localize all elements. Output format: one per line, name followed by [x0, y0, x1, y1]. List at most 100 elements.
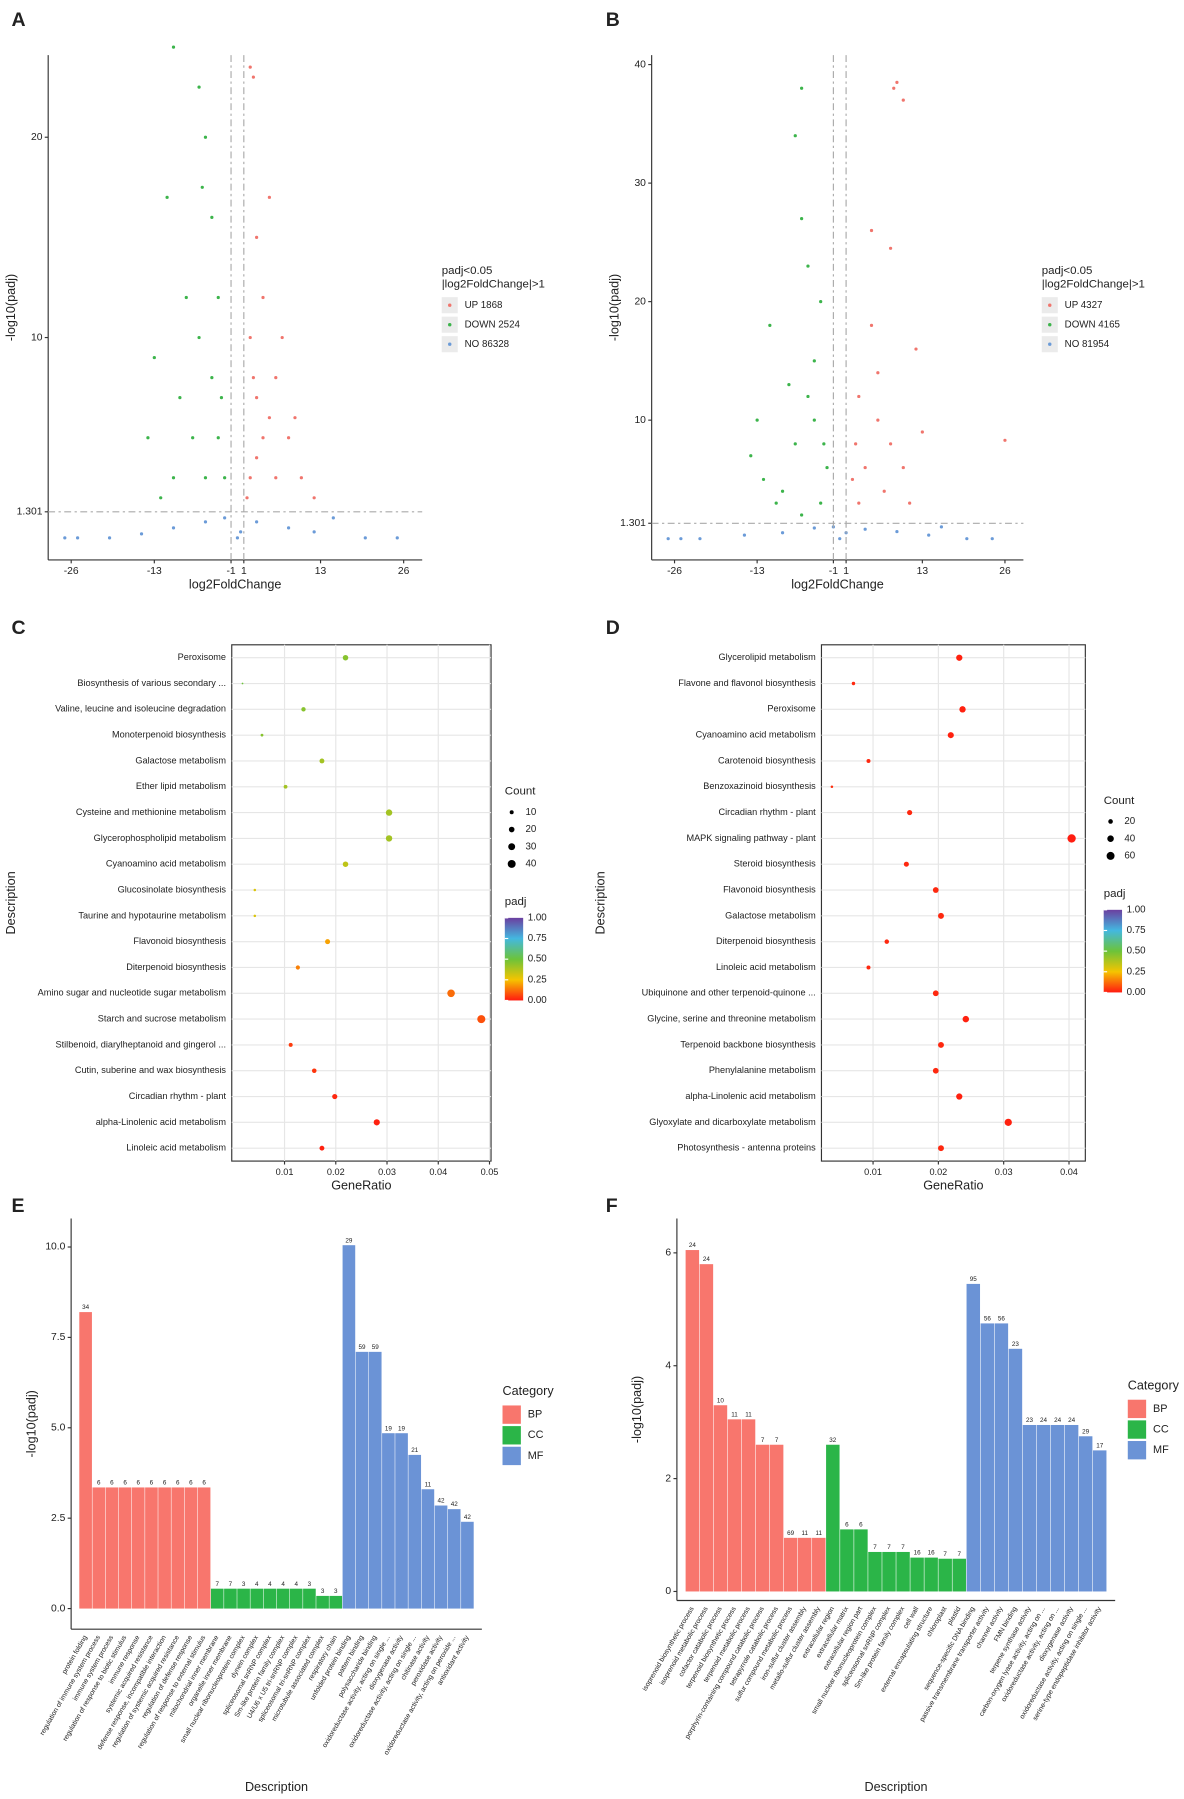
- y-tick-label: Terpenoid backbone biosynthesis: [680, 1039, 816, 1049]
- y-tick-label: alpha-Linolenic acid metabolism: [685, 1091, 816, 1101]
- point: [806, 394, 810, 399]
- bar-count-label: 6: [97, 1480, 101, 1487]
- legend-title: Count: [1104, 795, 1135, 807]
- legend-label: 10: [525, 807, 536, 818]
- bar: [197, 1487, 211, 1609]
- legend-dot: [448, 303, 452, 307]
- dot: [283, 784, 288, 789]
- point: [248, 476, 252, 480]
- point: [666, 537, 670, 541]
- point: [286, 436, 291, 440]
- dot: [866, 965, 871, 970]
- bar-count-label: 4: [281, 1581, 285, 1588]
- x-tick-label: 0.04: [429, 1167, 447, 1177]
- y-tick-label: 40: [634, 59, 646, 70]
- y-tick-label: MAPK signaling pathway - plant: [686, 833, 816, 843]
- point: [895, 80, 899, 84]
- y-tick-label: 4: [665, 1360, 671, 1371]
- y-axis-title: -log10(padj): [607, 274, 621, 341]
- dot: [295, 965, 300, 970]
- legend-key: [502, 1446, 521, 1466]
- bar-count-label: 7: [775, 1437, 779, 1444]
- bar: [699, 1264, 714, 1592]
- y-tick-label: Glucosinolate biosynthesis: [118, 884, 227, 894]
- dot: [1004, 1118, 1012, 1126]
- point: [152, 355, 156, 360]
- bar-count-label: 6: [163, 1480, 167, 1487]
- bar: [840, 1529, 854, 1592]
- y-tick-label: alpha-Linolenic acid metabolism: [96, 1117, 227, 1127]
- legend-label: CC: [528, 1429, 544, 1441]
- y-tick-label: Diterpenoid biosynthesis: [716, 936, 816, 946]
- point: [863, 527, 867, 531]
- y-tick-label: Cutin, suberine and wax biosynthesis: [75, 1065, 227, 1075]
- x-tick-label: serine-type endopeptidase inhibitor acti…: [1032, 1605, 1103, 1722]
- y-tick-label: Phenylalanine metabolism: [709, 1065, 816, 1075]
- colorbar-label: 0.00: [1127, 987, 1147, 998]
- bar: [184, 1487, 198, 1609]
- bar: [447, 1509, 461, 1609]
- point: [312, 530, 316, 534]
- bar: [952, 1558, 966, 1592]
- legend-size-dot: [1106, 851, 1115, 860]
- dot: [932, 1067, 939, 1074]
- point: [876, 418, 880, 422]
- x-axis-title: Description: [245, 1780, 308, 1794]
- bar-count-label: 7: [943, 1551, 947, 1558]
- x-tick-label: 0.01: [276, 1167, 294, 1177]
- point: [780, 531, 785, 535]
- legend-label: 20: [525, 824, 536, 835]
- point: [203, 476, 208, 480]
- dot: [385, 835, 393, 842]
- point: [812, 526, 816, 530]
- legend-key: [502, 1426, 521, 1445]
- legend-title: padj<0.05: [442, 265, 493, 277]
- point: [235, 536, 240, 540]
- legend-label: 40: [1124, 833, 1135, 844]
- bar: [171, 1487, 185, 1609]
- bar: [421, 1489, 435, 1609]
- point: [742, 533, 747, 537]
- point: [901, 98, 905, 102]
- bar-count-label: 24: [1054, 1417, 1062, 1424]
- y-tick-label: Valine, leucine and isoleucine degradati…: [55, 704, 226, 714]
- x-axis-title: GeneRatio: [923, 1179, 983, 1193]
- plot-background: [820, 644, 1086, 1162]
- point: [255, 235, 259, 239]
- point: [787, 382, 791, 387]
- y-tick-label: 10.0: [45, 1242, 65, 1253]
- bar: [882, 1551, 896, 1592]
- bar: [868, 1551, 882, 1592]
- panel-label: E: [11, 1195, 24, 1217]
- bar-count-label: 7: [957, 1551, 961, 1558]
- bar: [938, 1558, 952, 1592]
- point: [800, 217, 804, 221]
- bar: [966, 1283, 981, 1592]
- point: [267, 416, 272, 420]
- point: [191, 436, 195, 440]
- point: [850, 477, 855, 482]
- point: [219, 396, 224, 400]
- bar-count-label: 3: [334, 1588, 338, 1595]
- panel-label: A: [11, 9, 25, 31]
- point: [825, 465, 829, 470]
- colorbar-label: 0.50: [528, 954, 548, 965]
- point: [679, 537, 683, 541]
- bar-count-label: 7: [873, 1544, 877, 1551]
- dot: [447, 989, 455, 998]
- point: [819, 300, 823, 304]
- bar: [910, 1557, 924, 1592]
- legend-label: CC: [1153, 1423, 1169, 1435]
- y-tick-label: Circadian rhythm - plant: [719, 807, 817, 817]
- x-tick-label: 13: [315, 566, 327, 577]
- y-tick-label: Peroxisome: [767, 704, 815, 714]
- y-tick-label: Circadian rhythm - plant: [129, 1091, 227, 1101]
- bar: [980, 1323, 995, 1592]
- bar: [741, 1419, 756, 1592]
- point: [920, 430, 924, 434]
- bar: [994, 1323, 1009, 1592]
- point: [203, 520, 208, 524]
- y-tick-label: Ubiquinone and other terpenoid-quinone .…: [642, 988, 816, 998]
- point: [267, 195, 272, 199]
- bar-count-label: 69: [787, 1530, 795, 1537]
